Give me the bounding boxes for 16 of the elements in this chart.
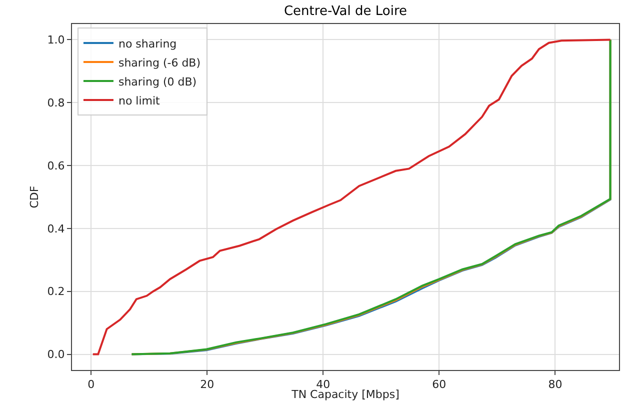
x-tick-label: 20 <box>200 378 214 392</box>
y-tick-label: 0.0 <box>47 348 65 362</box>
y-tick-label: 0.6 <box>47 159 65 172</box>
y-tick-label: 0.8 <box>47 96 65 110</box>
x-tick-label: 0 <box>88 378 95 392</box>
legend-label: sharing (-6 dB) <box>118 56 201 70</box>
legend-label: sharing (0 dB) <box>118 75 197 88</box>
x-tick-label: 80 <box>548 378 562 392</box>
x-tick-label: 60 <box>432 378 446 392</box>
chart-title: Centre-Val de Loire <box>284 4 408 20</box>
legend-label: no sharing <box>118 37 177 50</box>
legend-label: no limit <box>118 94 161 108</box>
y-tick-label: 1.0 <box>47 34 65 47</box>
y-tick-label: 0.2 <box>47 285 65 298</box>
y-axis-title: CDF <box>28 186 41 208</box>
y-tick-label: 0.4 <box>47 222 65 236</box>
